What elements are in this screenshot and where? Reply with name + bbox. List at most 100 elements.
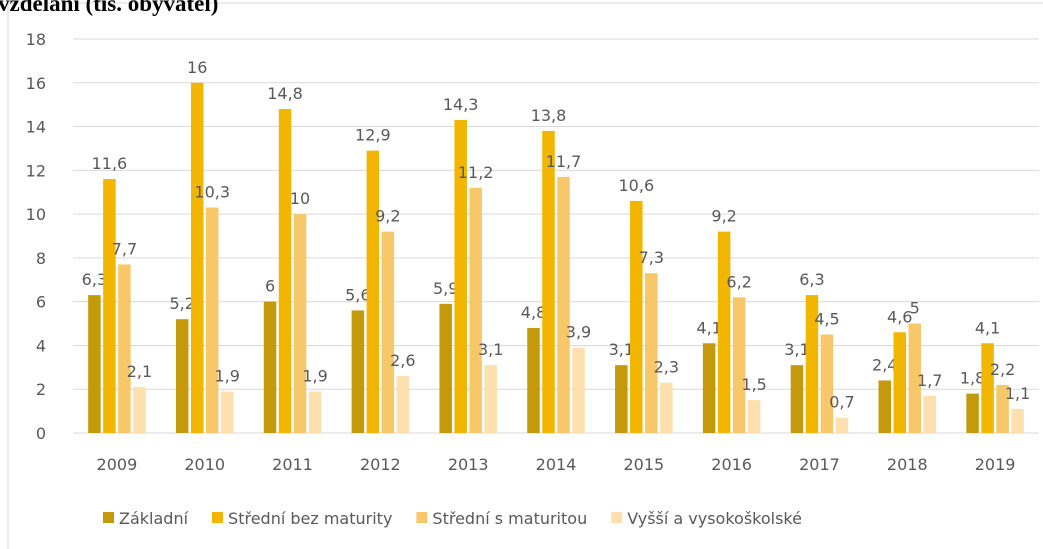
- y-tick-label: 10: [26, 205, 46, 224]
- bar: [835, 417, 849, 433]
- x-tick-label: 2019: [975, 455, 1016, 474]
- bar: [308, 391, 322, 433]
- bar: [923, 395, 937, 433]
- data-label: 14,8: [267, 84, 303, 103]
- x-tick-label: 2012: [360, 455, 401, 474]
- data-label: 6,3: [799, 270, 824, 289]
- data-label: 5,2: [170, 294, 195, 313]
- data-label: 1,8: [960, 369, 985, 388]
- bar: [557, 176, 570, 433]
- bar: [484, 365, 497, 433]
- data-label: 4,1: [696, 318, 721, 337]
- y-tick-label: 4: [36, 336, 46, 355]
- legend-swatch: [103, 512, 114, 523]
- x-tick-label: 2015: [623, 455, 664, 474]
- y-tick-label: 8: [36, 249, 46, 268]
- data-label: 2,1: [127, 362, 152, 381]
- data-label: 13,8: [531, 106, 567, 125]
- data-label: 9,2: [375, 207, 400, 226]
- data-label: 1,5: [741, 375, 766, 394]
- bar: [893, 332, 907, 433]
- data-label: 1,9: [215, 366, 240, 385]
- y-tick-label: 0: [36, 424, 46, 443]
- bar: [439, 303, 452, 433]
- data-label: 6,2: [726, 272, 751, 291]
- data-label: 2,2: [990, 360, 1015, 379]
- bar: [645, 273, 658, 433]
- bar: [103, 179, 116, 433]
- x-tick-label: 2010: [184, 455, 225, 474]
- bar: [702, 343, 716, 433]
- data-label: 2,6: [390, 351, 415, 370]
- data-label: 11,6: [92, 154, 128, 173]
- bar: [805, 295, 819, 433]
- data-label: 10,3: [194, 183, 230, 202]
- bar: [572, 347, 585, 433]
- bar: [630, 200, 643, 433]
- bar: [263, 301, 277, 433]
- bar: [381, 231, 395, 433]
- bar: [981, 343, 994, 433]
- bar: [454, 119, 467, 433]
- y-tick-label: 18: [26, 30, 46, 49]
- y-tick-label: 2: [36, 380, 46, 399]
- data-label: 3,1: [478, 340, 503, 359]
- x-tick-label: 2009: [97, 455, 138, 474]
- bar: [660, 382, 673, 433]
- x-tick-label: 2016: [711, 455, 752, 474]
- chart-title: vzdělání (tis. obyvatel): [0, 0, 218, 16]
- bar: [190, 82, 204, 434]
- legend-swatch: [611, 512, 623, 523]
- data-label: 2,4: [872, 355, 897, 374]
- data-label: 10,6: [619, 176, 655, 195]
- x-tick-label: 2018: [887, 455, 928, 474]
- bar: [615, 365, 628, 433]
- bar: [220, 391, 234, 433]
- data-label: 16: [187, 58, 207, 77]
- bar: [908, 323, 922, 433]
- bar: [118, 264, 131, 433]
- data-label: 5: [910, 299, 920, 318]
- bar: [88, 295, 101, 433]
- bar: [396, 376, 410, 433]
- bar: [717, 231, 731, 433]
- bar: [878, 380, 892, 433]
- bar: [1011, 408, 1024, 433]
- bar: [542, 130, 555, 433]
- x-tick-label: 2011: [272, 455, 313, 474]
- data-label: 14,3: [443, 95, 479, 114]
- x-tick-label: 2014: [536, 455, 577, 474]
- legend-swatch: [416, 512, 428, 523]
- bar: [293, 214, 307, 433]
- x-tick-label: 2017: [799, 455, 840, 474]
- bar: [175, 319, 189, 433]
- data-label: 4,1: [975, 318, 1000, 337]
- data-label: 1,1: [1005, 384, 1030, 403]
- data-label: 4,5: [814, 310, 839, 329]
- data-label: 4,6: [887, 307, 912, 326]
- legend-label: Střední bez maturity: [228, 509, 392, 528]
- bar: [366, 150, 380, 433]
- y-tick-label: 12: [26, 161, 46, 180]
- data-label: 4,8: [521, 303, 546, 322]
- data-label: 7,3: [639, 248, 664, 267]
- data-label: 12,9: [355, 126, 391, 145]
- data-label: 6,3: [82, 270, 107, 289]
- bar: [996, 384, 1009, 433]
- data-label: 11,7: [546, 152, 582, 171]
- data-label: 2,3: [654, 358, 679, 377]
- bar: [790, 365, 804, 433]
- bar: [820, 334, 834, 433]
- data-label: 3,1: [784, 340, 809, 359]
- data-label: 0,7: [829, 393, 854, 412]
- bar: [205, 207, 219, 433]
- data-label: 10: [290, 189, 310, 208]
- legend-label: Vyšší a vysokoškolské: [627, 509, 802, 528]
- bar: [747, 400, 761, 433]
- y-tick-label: 16: [26, 74, 46, 93]
- legend-label: Střední s maturitou: [432, 509, 587, 528]
- legend-swatch: [212, 512, 224, 523]
- bar: [278, 109, 292, 434]
- bar: [732, 297, 746, 433]
- bar: [469, 187, 482, 433]
